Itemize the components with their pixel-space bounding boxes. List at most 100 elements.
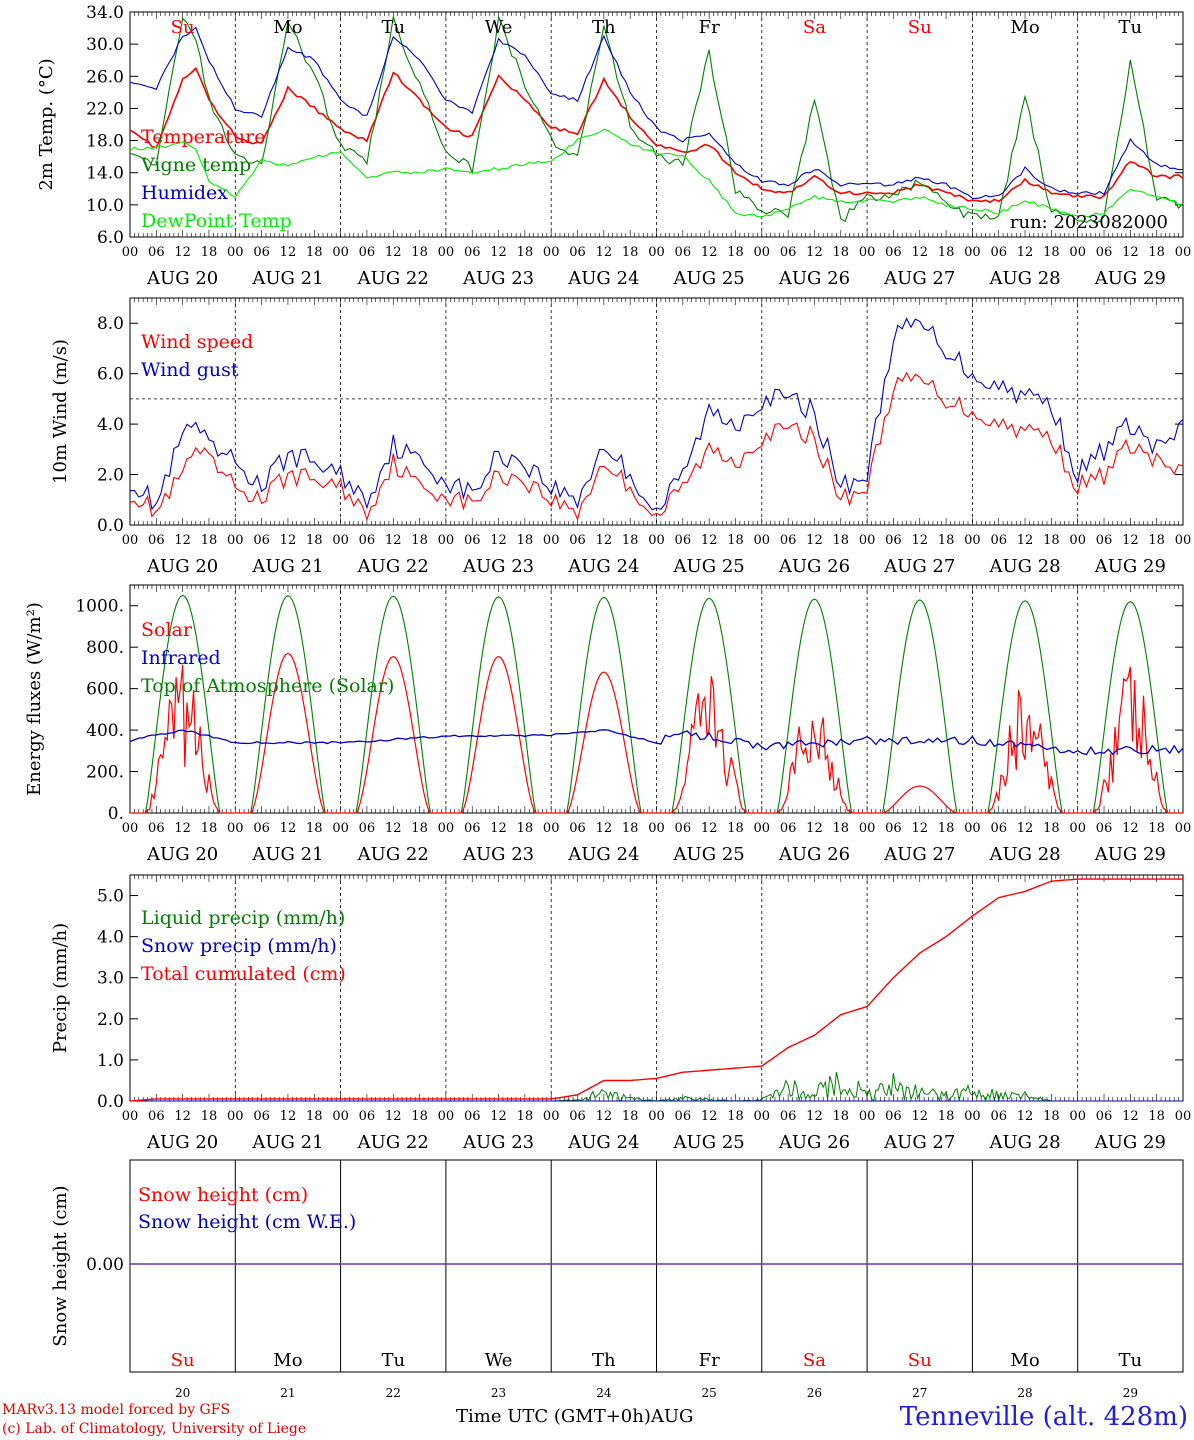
hour-tick-label: 12 (1122, 245, 1139, 260)
y-tick-label: 200. (86, 763, 124, 783)
y-tick-label: 4.0 (97, 415, 124, 435)
date-label: AUG 24 (567, 1132, 639, 1153)
hour-tick-label: 00 (227, 821, 244, 836)
date-label: AUG 23 (462, 1132, 534, 1153)
weekday-label: Mo (273, 17, 302, 38)
day-number-label: 22 (386, 1386, 401, 1400)
hour-tick-label: 00 (754, 245, 771, 260)
hour-tick-label: 18 (411, 1109, 428, 1124)
y-tick-label: 2.0 (97, 1010, 124, 1030)
date-label: AUG 23 (462, 556, 534, 577)
hour-tick-label: 06 (359, 821, 376, 836)
hour-tick-label: 18 (201, 1109, 218, 1124)
date-label: AUG 22 (357, 268, 429, 289)
date-label: AUG 24 (567, 268, 639, 289)
y-tick-label: 0. (108, 804, 124, 824)
hour-tick-label: 00 (438, 1109, 455, 1124)
hour-tick-label: 00 (964, 821, 981, 836)
hour-tick-label: 18 (306, 533, 323, 548)
date-label: AUG 27 (883, 1132, 955, 1153)
hour-tick-label: 00 (859, 1109, 876, 1124)
hour-tick-label: 06 (990, 533, 1007, 548)
hour-tick-label: 12 (385, 245, 402, 260)
weekday-label: Su (908, 1350, 932, 1371)
hour-tick-label: 18 (411, 821, 428, 836)
legend-label: Solar (141, 619, 193, 641)
hour-tick-label: 00 (859, 821, 876, 836)
legend-label: Snow height (cm W.E.) (138, 1211, 356, 1233)
day-number-label: 29 (1123, 1386, 1138, 1400)
hour-tick-label: 00 (122, 533, 139, 548)
hour-tick-label: 18 (727, 821, 744, 836)
y-tick-label: 30.0 (86, 35, 124, 55)
panel-4: 00 06 12 18 AUG 20 00 06 12 18 AUG 21 00 06 12 18 AUG … (50, 874, 1191, 1153)
hour-tick-label: 00 (648, 245, 665, 260)
y-tick-label: 400. (86, 721, 124, 741)
day-number-label: 26 (807, 1386, 822, 1400)
hour-tick-label: 18 (938, 245, 955, 260)
hour-tick-label: 12 (1017, 533, 1034, 548)
date-label: AUG 28 (988, 268, 1060, 289)
hour-tick-label: 12 (1017, 245, 1034, 260)
legend-label: Wind gust (141, 359, 239, 381)
hour-tick-label: 06 (359, 533, 376, 548)
hour-tick-label: 06 (253, 821, 270, 836)
weekday-label: Su (171, 1350, 195, 1371)
hour-tick-label: 18 (306, 1109, 323, 1124)
y-tick-label: 2.0 (97, 466, 124, 486)
hour-tick-label: 00 (648, 533, 665, 548)
hour-tick-label: 00 (648, 821, 665, 836)
hour-tick-label: 06 (464, 821, 481, 836)
hour-tick-label: 18 (517, 245, 534, 260)
date-label: AUG 28 (988, 556, 1060, 577)
hour-tick-label: 12 (596, 533, 613, 548)
date-label: AUG 21 (251, 1132, 323, 1153)
hour-tick-label: 18 (306, 245, 323, 260)
hour-tick-label: 00 (227, 533, 244, 548)
legend-label: Liquid precip (mm/h) (141, 907, 345, 929)
hour-tick-label: 12 (701, 533, 718, 548)
y-axis-label: 10m Wind (m/s) (50, 339, 71, 484)
weekday-label: Tu (1119, 17, 1143, 38)
date-label: AUG 22 (357, 1132, 429, 1153)
hour-tick-label: 12 (911, 821, 928, 836)
hour-tick-label: 18 (727, 533, 744, 548)
hour-tick-label: 00 (964, 1109, 981, 1124)
y-tick-label: 8.0 (97, 314, 124, 334)
y-tick-label: 18.0 (86, 132, 124, 152)
hour-tick-label: 00 (438, 821, 455, 836)
hour-tick-label: 06 (359, 245, 376, 260)
hour-tick-label: 06 (885, 1109, 902, 1124)
hour-tick-label: 00 (332, 533, 349, 548)
hour-tick-label: 06 (780, 821, 797, 836)
credit-line-2: (c) Lab. of Climatology, University of L… (2, 1421, 307, 1437)
panel-frame (129, 11, 1184, 238)
hour-tick-label: 00 (227, 245, 244, 260)
hour-tick-label: 00 (1175, 821, 1192, 836)
hour-tick-label: 18 (517, 533, 534, 548)
series-line-humidex (129, 26, 1183, 199)
date-label: AUG 27 (883, 844, 955, 865)
weekday-label: Mo (1010, 17, 1039, 38)
hour-tick-label: 06 (780, 533, 797, 548)
hour-tick-label: 18 (1043, 821, 1060, 836)
hour-tick-label: 12 (385, 1109, 402, 1124)
hour-tick-label: 00 (438, 533, 455, 548)
hour-tick-label: 06 (148, 1109, 165, 1124)
series-line-wind-gust (129, 317, 1184, 511)
date-label: AUG 20 (146, 268, 218, 289)
hour-tick-label: 18 (201, 533, 218, 548)
hour-tick-label: 00 (543, 1109, 560, 1124)
y-axis-label: Energy fluxes (W/m²) (24, 602, 45, 796)
hour-tick-label: 12 (596, 821, 613, 836)
panel-5: Snow height (cm) 0.00 Snow height (cm) Snow… (50, 1159, 1184, 1400)
hour-tick-label: 00 (859, 533, 876, 548)
hour-tick-label: 06 (464, 245, 481, 260)
hour-tick-label: 00 (332, 1109, 349, 1124)
hour-tick-label: 18 (517, 821, 534, 836)
legend-label: Humidex (141, 182, 228, 204)
hour-tick-label: 12 (385, 821, 402, 836)
hour-tick-label: 00 (1175, 533, 1192, 548)
date-label: AUG 28 (988, 844, 1060, 865)
hour-tick-label: 06 (253, 245, 270, 260)
